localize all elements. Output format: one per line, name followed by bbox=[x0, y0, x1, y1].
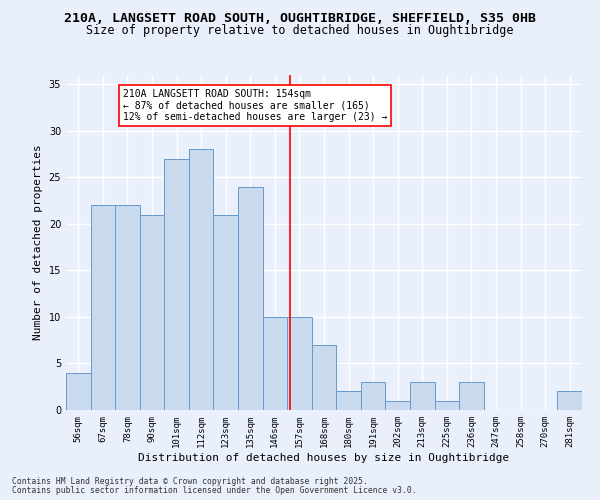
Bar bbox=[459, 382, 484, 410]
Bar bbox=[361, 382, 385, 410]
Bar bbox=[312, 345, 336, 410]
Bar bbox=[557, 392, 582, 410]
Bar bbox=[91, 206, 115, 410]
Text: 210A LANGSETT ROAD SOUTH: 154sqm
← 87% of detached houses are smaller (165)
12% : 210A LANGSETT ROAD SOUTH: 154sqm ← 87% o… bbox=[122, 89, 387, 122]
Bar bbox=[214, 214, 238, 410]
Y-axis label: Number of detached properties: Number of detached properties bbox=[33, 144, 43, 340]
Bar bbox=[66, 373, 91, 410]
Bar bbox=[115, 206, 140, 410]
Bar bbox=[336, 392, 361, 410]
Bar bbox=[140, 214, 164, 410]
Bar bbox=[434, 400, 459, 410]
X-axis label: Distribution of detached houses by size in Oughtibridge: Distribution of detached houses by size … bbox=[139, 452, 509, 462]
Bar bbox=[189, 150, 214, 410]
Bar bbox=[410, 382, 434, 410]
Bar bbox=[287, 317, 312, 410]
Text: Size of property relative to detached houses in Oughtibridge: Size of property relative to detached ho… bbox=[86, 24, 514, 37]
Bar bbox=[385, 400, 410, 410]
Bar bbox=[238, 186, 263, 410]
Bar bbox=[263, 317, 287, 410]
Text: 210A, LANGSETT ROAD SOUTH, OUGHTIBRIDGE, SHEFFIELD, S35 0HB: 210A, LANGSETT ROAD SOUTH, OUGHTIBRIDGE,… bbox=[64, 12, 536, 26]
Text: Contains public sector information licensed under the Open Government Licence v3: Contains public sector information licen… bbox=[12, 486, 416, 495]
Bar bbox=[164, 158, 189, 410]
Text: Contains HM Land Registry data © Crown copyright and database right 2025.: Contains HM Land Registry data © Crown c… bbox=[12, 477, 368, 486]
